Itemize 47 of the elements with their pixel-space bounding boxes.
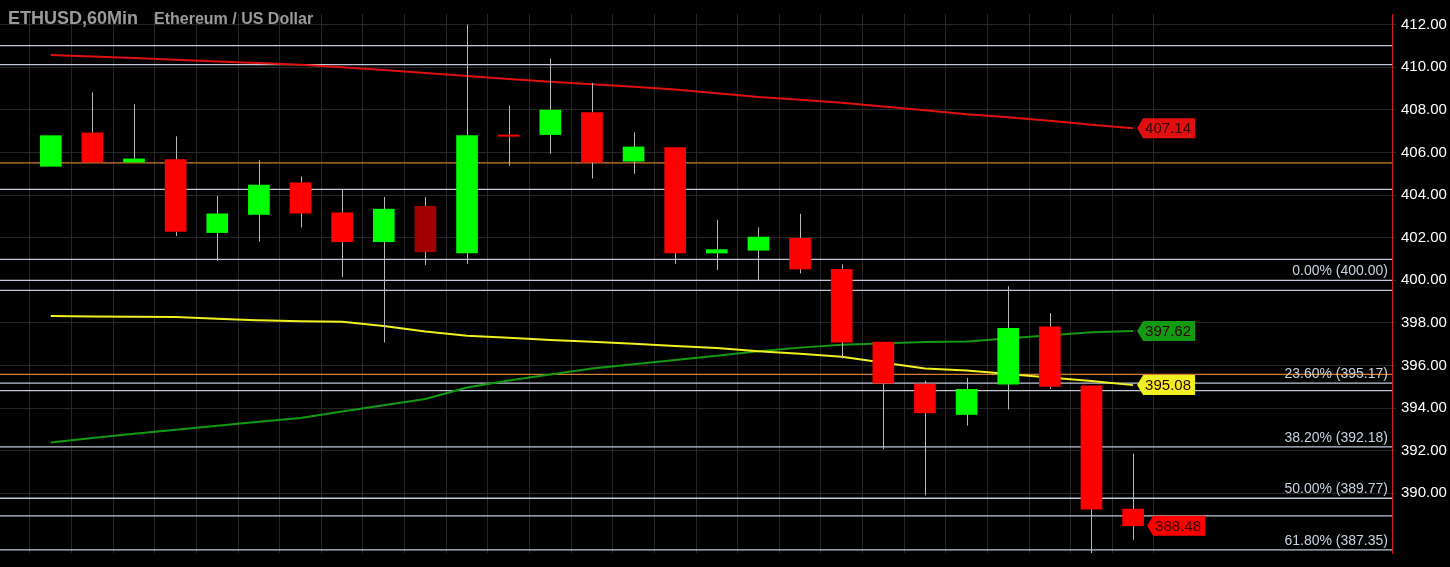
candlestick (914, 380, 936, 496)
candlestick (789, 213, 811, 274)
candlestick (955, 377, 978, 427)
data-label: 395.08 (1145, 376, 1191, 394)
candlestick (1080, 385, 1103, 554)
candlestick (581, 82, 603, 179)
candlestick (872, 341, 895, 450)
candlestick (456, 24, 478, 265)
candlestick (414, 196, 437, 266)
ref-line-label: 0.00% (400.00) (1292, 262, 1388, 279)
candlestick (664, 147, 687, 265)
candlestick (1122, 453, 1144, 541)
candlestick (539, 58, 562, 155)
data-label: 407.14 (1145, 119, 1191, 137)
candlestick (248, 159, 270, 243)
candlestick (289, 176, 312, 228)
data-label: 397.62 (1145, 322, 1191, 340)
y-tick-label: 400.00 (1401, 270, 1447, 288)
candlestick (331, 189, 353, 278)
candlestick (830, 263, 853, 359)
y-tick-label: 408.00 (1401, 100, 1447, 118)
candlestick (997, 285, 1020, 410)
chart-title: ETHUSD,60Min (8, 8, 139, 28)
y-tick-label: 402.00 (1401, 227, 1447, 245)
y-tick-label: 394.00 (1401, 398, 1447, 416)
text: 388.48 (1155, 516, 1201, 534)
y-tick-label: 410.00 (1401, 57, 1447, 75)
y-tick-label: 406.00 (1401, 142, 1447, 160)
y-tick-label: 398.00 (1401, 313, 1447, 331)
y-tick-label: 390.00 (1401, 483, 1447, 501)
candlestick (372, 196, 395, 344)
candlestick (705, 219, 728, 271)
candlestick (206, 195, 229, 262)
candlestick (164, 135, 187, 237)
ref-line-label: 61.80% (387.35) (1284, 531, 1388, 548)
y-tick-label: 412.00 (1401, 14, 1447, 32)
y-tick-label: 396.00 (1401, 355, 1447, 373)
candlestick (497, 105, 520, 167)
candlestick (1039, 312, 1061, 390)
ref-line-label: 38.20% (392.18) (1284, 428, 1388, 445)
y-tick-label: 392.00 (1401, 440, 1447, 458)
candlestick (747, 226, 770, 281)
candlestick (81, 91, 104, 163)
chart-subtitle: Ethereum / US Dollar (154, 10, 314, 27)
y-tick-label: 404.00 (1401, 185, 1447, 203)
candlestick (622, 131, 645, 175)
ref-line-label: 50.00% (389.77) (1284, 480, 1388, 497)
